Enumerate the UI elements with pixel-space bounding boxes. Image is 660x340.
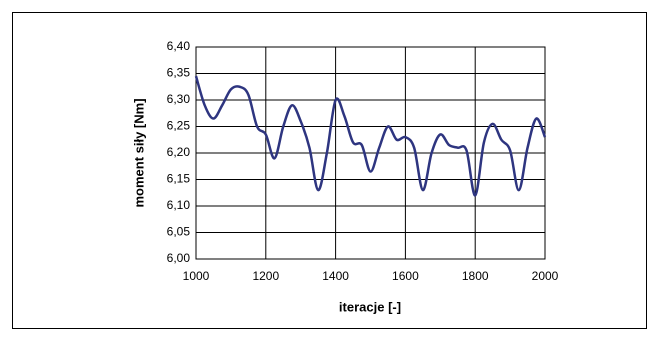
line-series — [194, 75, 547, 197]
y-tick-label: 6,25 — [167, 119, 191, 133]
y-tick-label: 6,30 — [167, 92, 191, 106]
y-tick-label: 6,05 — [167, 225, 191, 239]
y-tick-label: 6,15 — [167, 172, 191, 186]
x-tick-label: 2000 — [532, 269, 559, 283]
y-tick-label: 6,35 — [167, 66, 191, 80]
y-tick-label: 6,20 — [167, 145, 191, 159]
x-tick-label: 1600 — [392, 269, 419, 283]
x-tick-label: 1400 — [322, 269, 349, 283]
x-tick-label: 1000 — [183, 269, 210, 283]
x-tick-label: 1200 — [252, 269, 279, 283]
y-tick-label: 6,10 — [167, 198, 191, 212]
y-tick-label: 6,40 — [167, 39, 191, 53]
x-tick-label: 1800 — [462, 269, 489, 283]
y-tick-label: 6,00 — [167, 251, 191, 265]
plot-area — [195, 46, 546, 260]
x-axis-label: iteracje [-] — [339, 299, 401, 314]
y-axis-label: moment siły [Nm] — [131, 98, 146, 207]
frame — [12, 12, 647, 329]
